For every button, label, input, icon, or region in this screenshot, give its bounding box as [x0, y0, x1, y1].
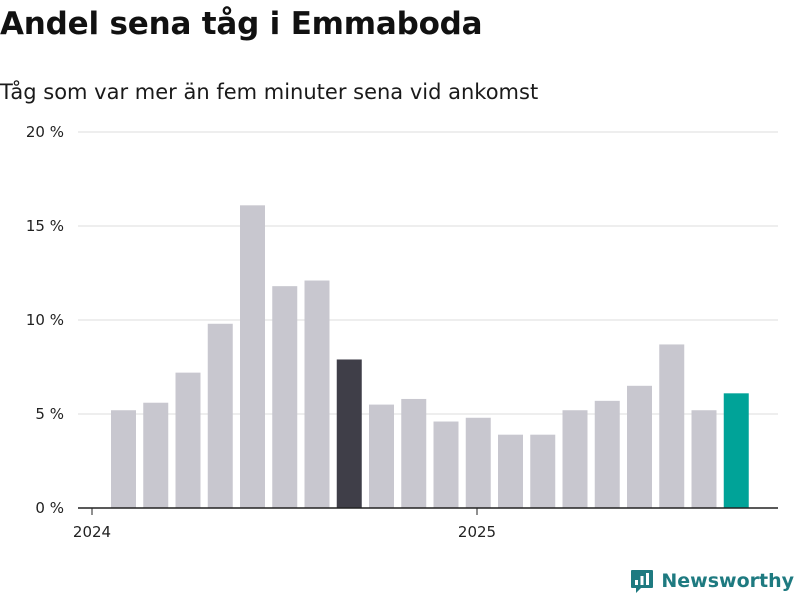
bar [659, 344, 685, 508]
chart-title: Andel sena tåg i Emmaboda [0, 6, 483, 42]
bar [562, 410, 588, 508]
bar [175, 372, 201, 508]
bar [143, 402, 169, 508]
x-tick-label: 2025 [458, 523, 496, 541]
bar [111, 410, 136, 508]
newsworthy-logo-icon [631, 570, 654, 593]
bar [594, 400, 620, 508]
bar [498, 434, 523, 508]
bar [207, 323, 233, 508]
brand-logo[interactable]: Newsworthy [629, 568, 794, 594]
bar [336, 359, 362, 508]
bar [627, 385, 652, 508]
y-tick-label: 15 % [26, 217, 64, 235]
bar [304, 280, 330, 508]
bar [401, 398, 427, 508]
bar [723, 393, 749, 508]
y-tick-label: 5 % [35, 405, 64, 423]
bar [240, 205, 265, 508]
y-tick-label: 20 % [26, 123, 64, 141]
x-tick-label: 2024 [73, 523, 111, 541]
brand-name: Newsworthy [661, 570, 794, 592]
y-tick-label: 10 % [26, 311, 64, 329]
bar [369, 404, 394, 508]
bar [272, 286, 298, 508]
bar [530, 434, 556, 508]
y-tick-label: 0 % [35, 499, 64, 517]
bar [465, 417, 491, 508]
chart-subtitle: Tåg som var mer än fem minuter sena vid … [0, 80, 539, 104]
bar [691, 410, 717, 508]
bar [433, 421, 459, 508]
